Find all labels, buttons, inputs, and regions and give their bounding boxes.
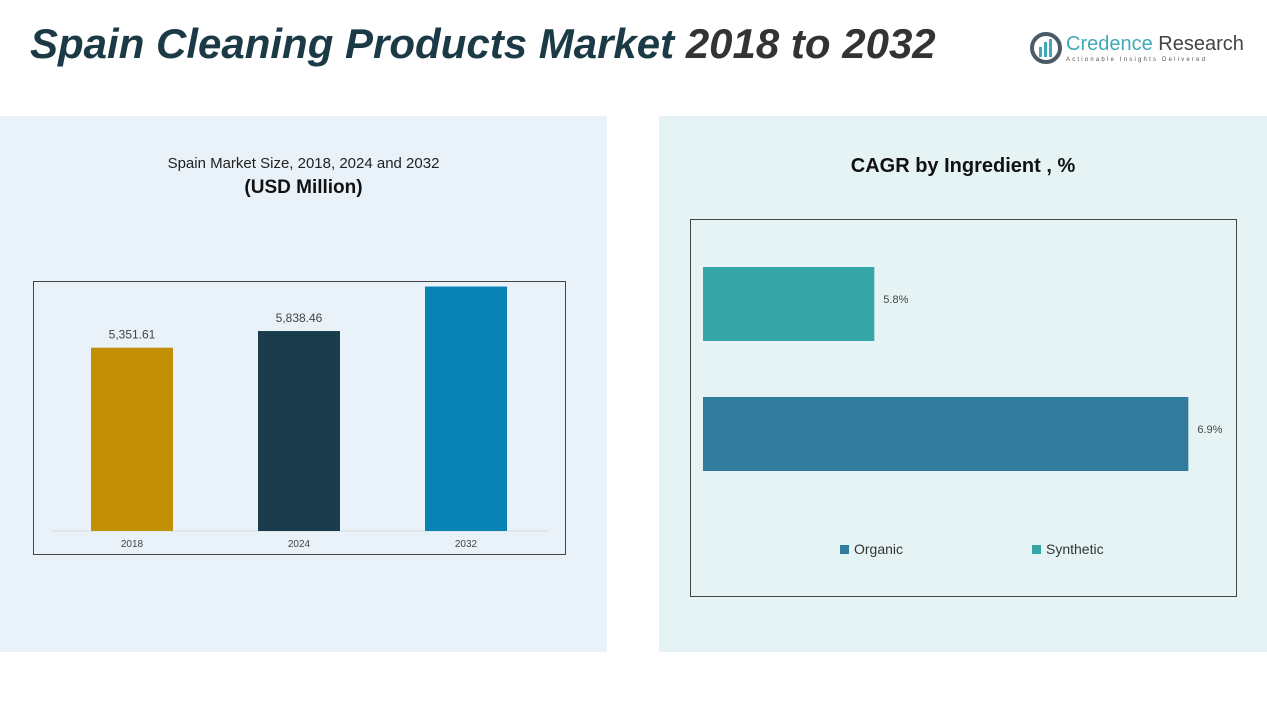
cagr-chart: 5.8% 6.9% xyxy=(703,267,1223,471)
market-size-unit: (USD Million) xyxy=(244,177,363,198)
legend-label: Organic xyxy=(854,541,904,557)
legend-label: Synthetic xyxy=(1046,541,1104,557)
data-label: 5,351.61 xyxy=(109,328,156,342)
data-label: 6.9% xyxy=(1197,424,1222,436)
x-tick-label: 2018 xyxy=(121,539,144,550)
legend-swatch-synthetic xyxy=(1032,544,1041,554)
market-size-chart-frame xyxy=(33,281,566,555)
bar-2024 xyxy=(258,331,340,531)
right-panel xyxy=(659,116,1267,652)
logo-tagline: Actionable Insights Delivered xyxy=(1066,57,1208,63)
legend-item-synthetic: Synthetic xyxy=(1032,541,1104,557)
bar-organic xyxy=(703,397,1189,471)
title-main: Spain Cleaning Products Market xyxy=(30,20,675,67)
logo-name: Credence xyxy=(1066,33,1153,55)
market-size-title: Spain Market Size, 2018, 2024 and 2032 xyxy=(167,155,440,172)
x-tick-label: 2032 xyxy=(455,539,478,550)
bar-synthetic xyxy=(703,267,875,341)
data-label: 5,838.46 xyxy=(276,311,323,325)
x-tick-label: 2024 xyxy=(288,539,311,550)
logo-name-b: Research xyxy=(1158,33,1244,55)
page-title: Spain Cleaning Products Market 2018 to 2… xyxy=(30,20,936,68)
cagr-title: CAGR by Ingredient , % xyxy=(850,155,1076,177)
bar-2018 xyxy=(91,347,173,531)
logo-icon xyxy=(1030,32,1062,64)
logo: Credence Research Actionable Insights De… xyxy=(1030,32,1244,64)
data-label: 5.8% xyxy=(883,294,908,306)
title-years: 2018 to 2032 xyxy=(685,20,936,67)
legend-item-organic: Organic xyxy=(840,541,903,557)
legend-swatch-organic xyxy=(840,544,849,554)
cagr-chart-frame xyxy=(690,219,1237,597)
bar-2032 xyxy=(425,286,507,531)
